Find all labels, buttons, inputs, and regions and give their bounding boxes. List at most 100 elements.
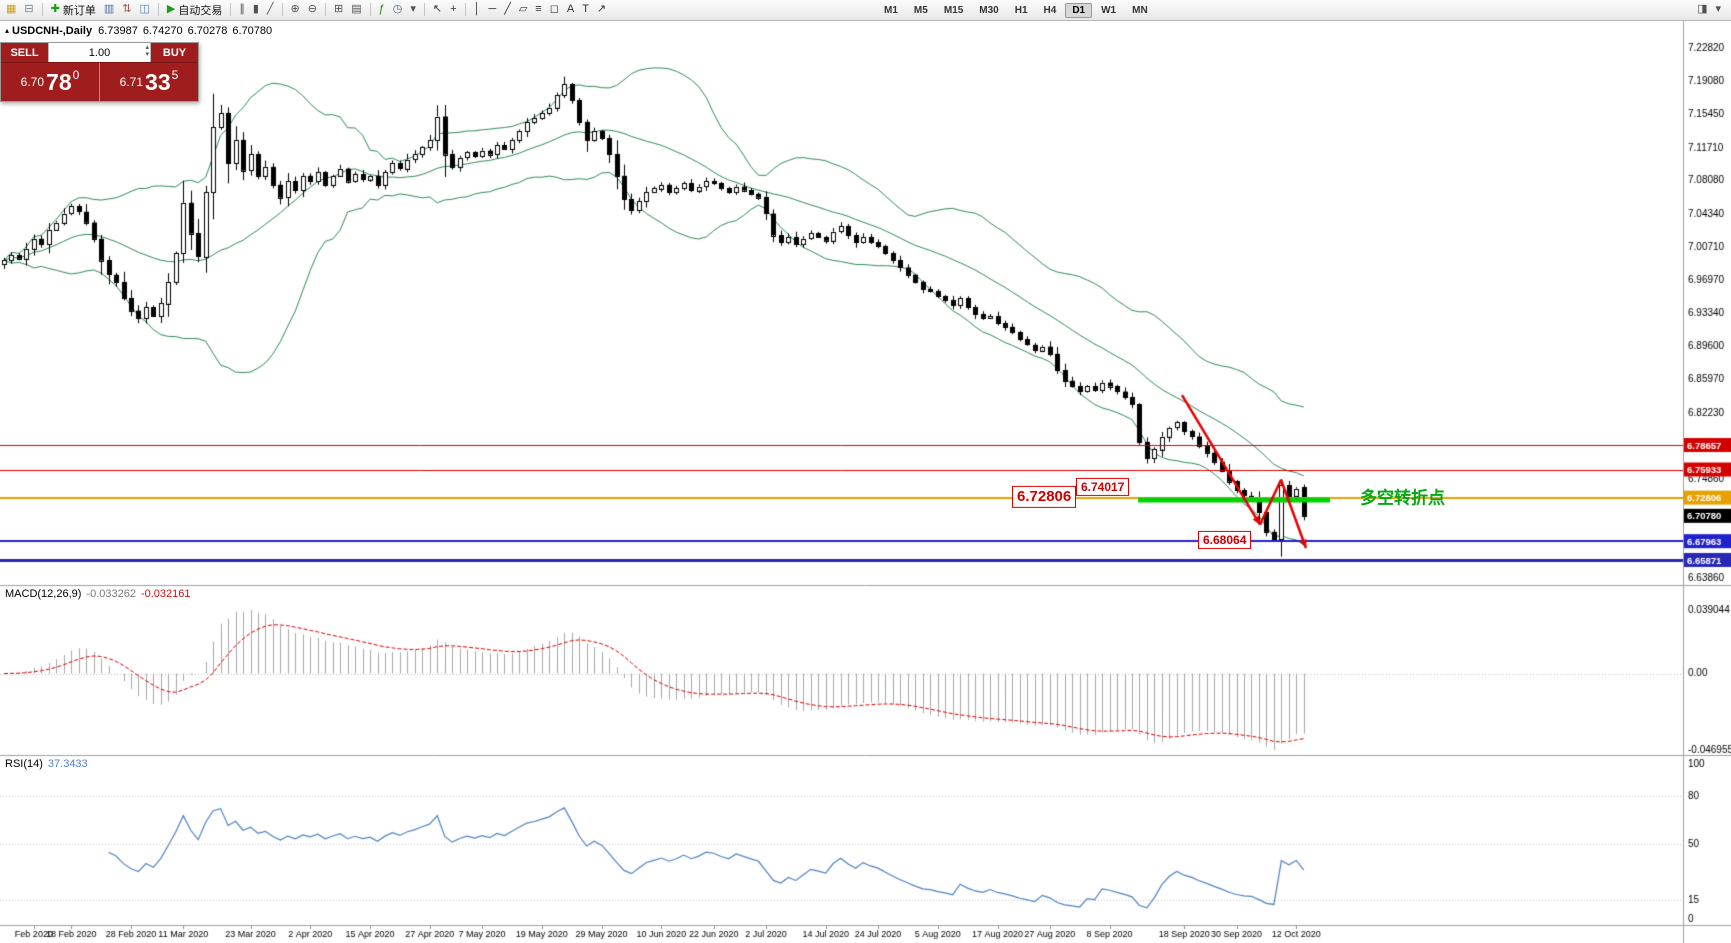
toolbar-separator <box>41 3 43 16</box>
zoom-out-button[interactable]: ⊖ <box>305 1 320 18</box>
zoom-in-button-glyph: ⊕ <box>290 3 300 15</box>
toolbar: ▦ ⊟ ✚ 新订单 ▥ ⇅ ◫ ▶ 自动交易 ∥ ▮ ╱ ⊕ ⊖ ⊞ ▤ ƒ ◷ ▾ ↖ + │ ─ ╱ ▱ ≡ ◻ A T ↗ M1 M5… <box>0 0 1731 21</box>
data-window-icon-glyph: ⇅ <box>122 3 132 15</box>
buy-price-prefix: 6.71 <box>119 75 144 89</box>
spinner-down-icon[interactable]: ▾ <box>145 51 149 58</box>
timeframe-m15-button[interactable]: M15 <box>943 4 964 16</box>
text-button[interactable]: A <box>564 1 577 18</box>
navigator-icon[interactable]: ◫ <box>136 1 152 18</box>
toolbar-panel-icon[interactable]: ◨ <box>1694 1 1710 18</box>
new-order-button[interactable]: ✚ 新订单 <box>48 1 99 18</box>
volume-input[interactable]: 1.00 ▴ ▾ <box>48 43 151 62</box>
channel-button[interactable]: ▱ <box>516 1 530 18</box>
toolbar-right-group: ◨ ▾ <box>1693 0 1725 19</box>
timeframe-m30-button[interactable]: M30 <box>979 4 999 16</box>
price-annotation[interactable]: 6.68064 <box>1198 531 1252 550</box>
arrow-tools-button-glyph: ↗ <box>596 3 607 15</box>
arrow-tools-button[interactable]: ↗ <box>594 1 609 18</box>
toolbar-dropdown-icon[interactable]: ▾ <box>1712 1 1724 18</box>
channel-button-glyph: ▱ <box>518 3 528 15</box>
bar-chart-button[interactable]: ∥ <box>236 1 248 18</box>
tile-windows-button[interactable]: ⊞ <box>331 1 346 18</box>
shapes-button-glyph: ◻ <box>549 3 559 15</box>
vertical-line-button-glyph: │ <box>473 3 481 15</box>
candlestick-chart-button[interactable]: ▮ <box>250 1 262 18</box>
indicators-button[interactable]: ƒ <box>376 1 388 18</box>
templates-button[interactable]: ▾ <box>407 1 419 18</box>
toolbar-separator <box>324 3 326 16</box>
one-click-trading-panel: SELL 1.00 ▴ ▾ BUY 6.70 78 0 6.71 33 5 <box>0 42 199 102</box>
fibonacci-button-glyph: ≡ <box>535 3 542 15</box>
market-watch-icon[interactable]: ▥ <box>101 1 117 18</box>
profile-icon[interactable]: ⊟ <box>21 1 36 18</box>
new-order-button-glyph: ✚ <box>50 3 60 15</box>
sell-price-sup: 0 <box>72 68 80 82</box>
cascade-windows-button[interactable]: ▤ <box>348 1 364 18</box>
crosshair-button-glyph: + <box>450 3 457 15</box>
timeframe-mn-button[interactable]: MN <box>1132 4 1148 16</box>
templates-button-glyph: ▾ <box>410 3 416 15</box>
zoom-out-button-glyph: ⊖ <box>307 3 317 15</box>
cursor-button-glyph: ↖ <box>432 3 443 15</box>
main-chart-canvas[interactable] <box>0 20 1731 943</box>
timeframe-h4-button[interactable]: H4 <box>1043 4 1057 16</box>
navigator-icon-glyph: ◫ <box>139 3 150 15</box>
cursor-button[interactable]: ↖ <box>430 1 445 18</box>
cascade-windows-button-glyph: ▤ <box>351 3 362 15</box>
profile-icon-glyph: ⊟ <box>24 3 34 15</box>
candlestick-chart-button-glyph: ▮ <box>252 3 259 15</box>
text-button-glyph: A <box>566 3 575 15</box>
price-annotation[interactable]: 6.72806 <box>1012 486 1077 509</box>
timeframe-m5-button[interactable]: M5 <box>913 4 928 16</box>
shapes-button[interactable]: ◻ <box>547 1 562 18</box>
autotrade-button[interactable]: ▶ 自动交易 <box>164 1 225 18</box>
indicators-button-glyph: ƒ <box>378 3 385 15</box>
horizontal-line-button-glyph: ─ <box>488 3 497 15</box>
timeframe-h1-button[interactable]: H1 <box>1014 4 1028 16</box>
timeframe-m1-button[interactable]: M1 <box>884 4 898 16</box>
sell-label[interactable]: SELL <box>1 43 48 62</box>
timeframe-group: M1 M5 M15 M30 H1 H4 D1 W1 MN <box>876 1 1156 19</box>
market-watch-icon-glyph: ▥ <box>103 3 115 15</box>
spinner-up-icon[interactable]: ▴ <box>145 44 149 51</box>
data-window-icon[interactable]: ⇅ <box>119 1 134 18</box>
line-chart-button[interactable]: ╱ <box>264 1 277 18</box>
tile-windows-button-glyph: ⊞ <box>333 3 344 15</box>
toolbar-left-group: ▦ ⊟ ✚ 新订单 ▥ ⇅ ◫ ▶ 自动交易 ∥ ▮ ╱ ⊕ ⊖ ⊞ ▤ ƒ ◷ ▾ ↖ + │ ─ ╱ ▱ ≡ ◻ A T ↗ <box>2 0 610 19</box>
horizontal-line-button[interactable]: ─ <box>485 1 499 18</box>
sell-button[interactable]: 6.70 78 0 <box>1 63 100 101</box>
toolbar-separator <box>369 3 371 16</box>
timeframe-d1-button[interactable]: D1 <box>1065 2 1093 18</box>
crosshair-button[interactable]: + <box>447 1 459 18</box>
toolbar-separator <box>230 3 232 16</box>
fibonacci-button[interactable]: ≡ <box>532 1 544 18</box>
autotrade-button-label: 自动交易 <box>178 4 223 17</box>
turning-point-note[interactable]: 多空转折点 <box>1360 488 1445 508</box>
text-label-button[interactable]: T <box>579 1 592 18</box>
chart-window-icon[interactable]: ▦ <box>3 1 19 18</box>
periods-button-glyph: ◷ <box>392 3 403 15</box>
sell-price-big: 78 <box>46 68 72 95</box>
periods-button[interactable]: ◷ <box>390 1 406 18</box>
new-order-button-label: 新订单 <box>62 4 96 17</box>
price-annotation[interactable]: 6.74017 <box>1076 477 1130 496</box>
toolbar-separator <box>157 3 159 16</box>
zoom-in-button[interactable]: ⊕ <box>288 1 303 18</box>
volume-spinner[interactable]: ▴ ▾ <box>145 44 149 58</box>
line-chart-button-glyph: ╱ <box>266 3 274 15</box>
buy-label[interactable]: BUY <box>151 43 198 62</box>
bar-chart-button-glyph: ∥ <box>239 3 245 15</box>
buy-price-big: 33 <box>145 68 171 95</box>
autotrade-button-glyph: ▶ <box>166 3 176 15</box>
volume-value[interactable]: 1.00 <box>88 46 111 59</box>
vertical-line-button[interactable]: │ <box>471 1 484 18</box>
toolbar-separator <box>281 3 283 16</box>
toolbar-separator <box>423 3 425 16</box>
toolbar-dropdown-icon-glyph: ▾ <box>1715 3 1721 15</box>
sell-price-prefix: 6.70 <box>20 75 45 89</box>
buy-button[interactable]: 6.71 33 5 <box>100 63 198 101</box>
timeframe-w1-button[interactable]: W1 <box>1101 4 1117 16</box>
trendline-button[interactable]: ╱ <box>501 1 514 18</box>
trendline-button-glyph: ╱ <box>504 3 511 15</box>
